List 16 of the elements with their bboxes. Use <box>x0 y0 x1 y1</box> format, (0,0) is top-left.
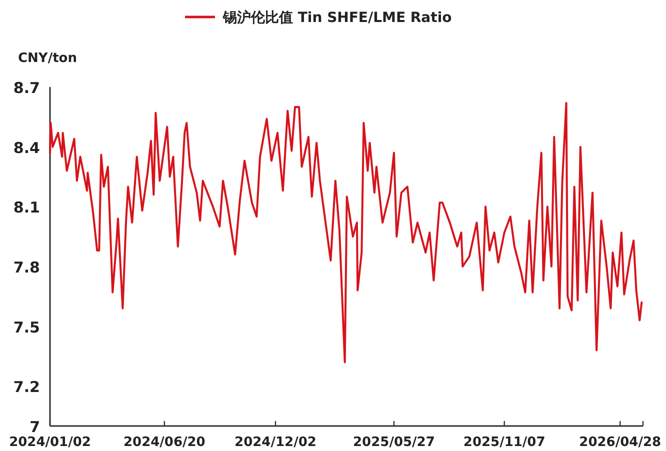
y-tick-label: 7.5 <box>13 318 40 336</box>
y-tick-label: 7.2 <box>13 378 40 396</box>
legend: 锡沪伦比值 Tin SHFE/LME Ratio <box>185 10 452 26</box>
x-tick-label: 2025/11/07 <box>463 435 546 450</box>
x-tick-label: 2024/01/02 <box>9 435 91 450</box>
y-tick-label: 8.7 <box>13 79 40 97</box>
x-tick-label: 2024/06/20 <box>123 435 206 450</box>
x-tick-label: 2024/12/02 <box>234 435 316 450</box>
x-tick-label: 2025/05/27 <box>353 435 435 450</box>
legend-label: 锡沪伦比值 Tin SHFE/LME Ratio <box>222 9 452 26</box>
y-tick-label: 8.4 <box>13 138 40 157</box>
y-tick-label: 7 <box>30 418 40 436</box>
y-tick-label: 7.8 <box>13 258 40 276</box>
x-tick-label: 2026/04/28 <box>579 435 662 450</box>
y-tick-label: 8.1 <box>13 198 40 217</box>
y-axis-title: CNY/ton <box>18 51 77 66</box>
